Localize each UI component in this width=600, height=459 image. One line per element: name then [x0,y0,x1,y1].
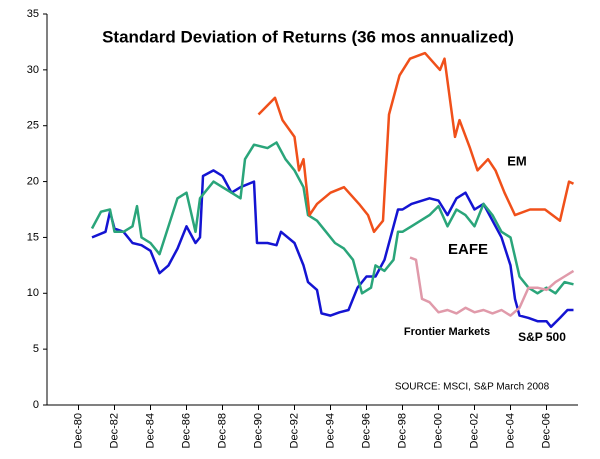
source-note: SOURCE: MSCI, S&P March 2008 [395,382,550,393]
x-tick-label: Dec-84 [144,413,156,448]
x-tick-label: Dec-96 [360,413,372,448]
y-tick-label: 25 [27,120,39,132]
y-tick-label: 35 [27,8,39,20]
x-tick-label: Dec-88 [216,413,228,448]
y-tick-label: 20 [27,175,39,187]
series-label: Frontier Markets [404,326,490,338]
y-tick-label: 30 [27,64,39,76]
chart-title: Standard Deviation of Returns (36 mos an… [102,27,514,46]
x-tick-label: Dec-82 [108,413,120,448]
x-tick-label: Dec-94 [324,413,336,448]
series-line [257,51,575,234]
x-tick-label: Dec-98 [396,413,408,448]
x-tick-label: Dec-90 [252,413,264,448]
series-label: S&P 500 [518,330,566,344]
x-tick-label: Dec-06 [540,413,552,448]
x-tick-label: Dec-00 [432,413,444,448]
x-tick-label: Dec-02 [468,413,480,448]
series-line [91,169,574,329]
series-line [409,256,575,317]
y-tick-label: 5 [33,343,39,355]
series-label: EM [507,153,527,168]
y-tick-label: 15 [27,231,39,243]
y-tick-label: 0 [33,399,39,411]
x-tick-label: Dec-04 [504,413,516,448]
series-label: EAFE [448,241,488,258]
series-line [90,141,574,295]
x-tick-label: Dec-92 [288,413,300,448]
x-tick-label: Dec-86 [180,413,192,448]
y-tick-label: 10 [27,287,39,299]
x-tick-label: Dec-80 [72,413,84,448]
